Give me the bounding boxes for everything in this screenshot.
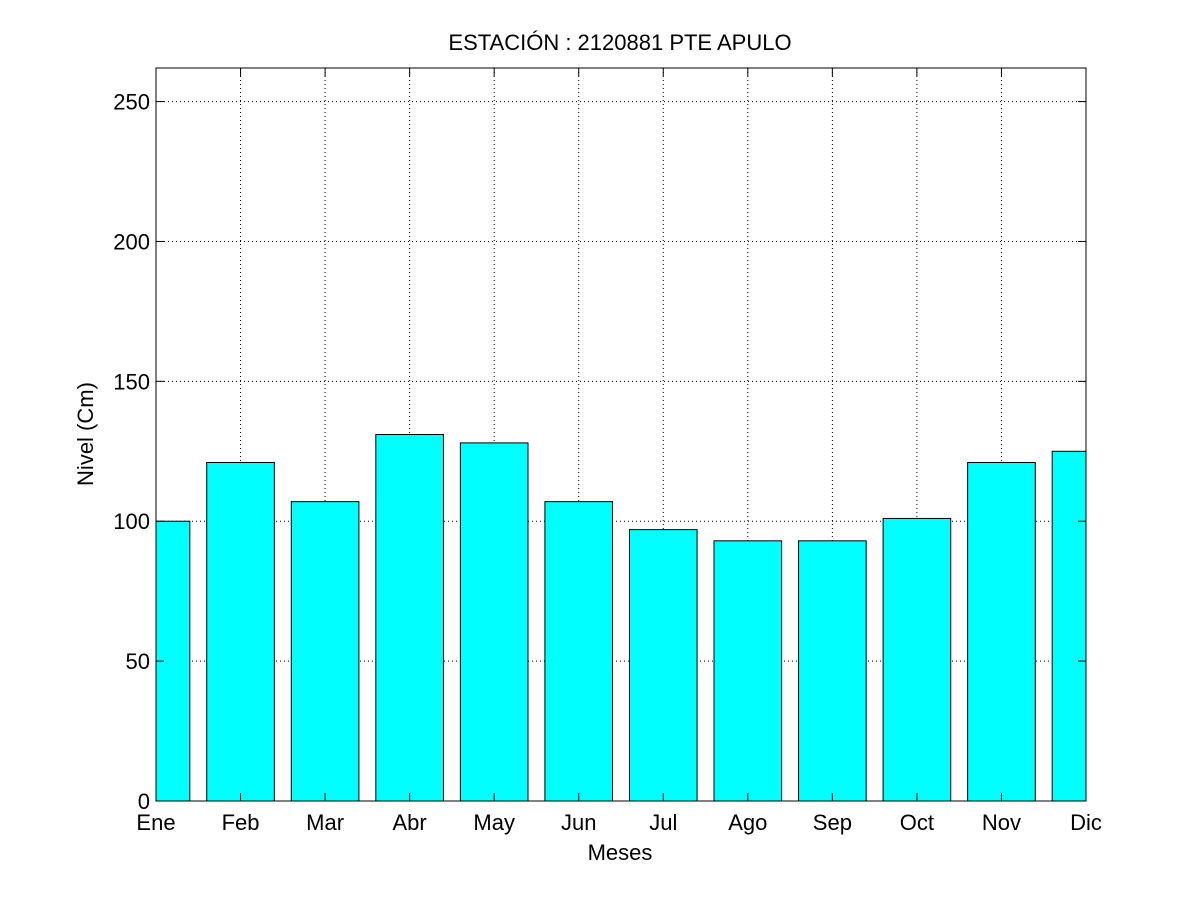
bar-may: [459, 442, 529, 802]
bars: [155, 434, 1087, 802]
bar-oct: [882, 517, 952, 802]
y-tick-label: 0: [138, 789, 150, 814]
x-tick-label: Feb: [222, 810, 260, 835]
x-tick-label: Nov: [982, 810, 1021, 835]
bar-ago: [713, 540, 783, 802]
bar-dic: [1051, 450, 1087, 802]
x-tick-label: May: [473, 810, 515, 835]
x-tick-label: Sep: [813, 810, 852, 835]
axis-ticks: [155, 68, 1087, 802]
bar-sep: [798, 540, 867, 802]
x-tick-label: Jul: [649, 810, 677, 835]
y-axis-label: Nivel (Cm): [73, 382, 98, 486]
x-tick-label: Ago: [728, 810, 767, 835]
y-tick-label: 50: [126, 649, 150, 674]
x-tick-label: Abr: [393, 810, 427, 835]
bar-abr: [375, 434, 444, 802]
bar-feb: [206, 461, 275, 802]
x-tick-label: Mar: [306, 810, 344, 835]
y-tick-label: 150: [113, 369, 150, 394]
bar-nov: [967, 461, 1036, 802]
x-tick-label: Dic: [1070, 810, 1102, 835]
y-axis-tick-labels: 0 50 100 150 200 250: [113, 90, 150, 814]
bar-jun: [544, 501, 614, 802]
y-tick-label: 250: [113, 90, 150, 115]
y-tick-label: 100: [113, 509, 150, 534]
x-tick-label: Oct: [900, 810, 934, 835]
bar-jul: [628, 529, 698, 802]
bar-mar: [290, 501, 360, 802]
x-tick-label: Ene: [136, 810, 175, 835]
x-axis-label: Meses: [588, 840, 653, 865]
chart-title: ESTACIÓN : 2120881 PTE APULO: [448, 30, 791, 55]
plot-frame: [155, 67, 1087, 802]
x-axis-tick-labels: Ene Feb Mar Abr May Jun Jul Ago Sep Oct Nov Dic: [136, 810, 1101, 835]
x-tick-label: Jun: [561, 810, 596, 835]
y-tick-label: 200: [113, 229, 150, 254]
grid: [156, 68, 1086, 801]
